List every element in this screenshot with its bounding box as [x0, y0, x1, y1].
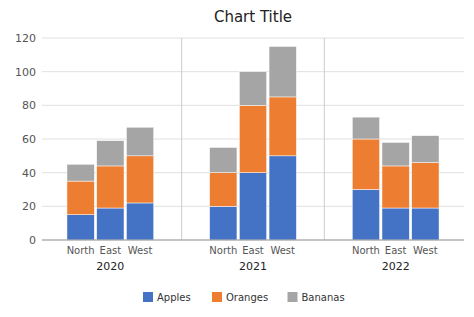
y-tick-label: 100 — [15, 66, 36, 79]
bar-segment — [239, 72, 266, 106]
x-tick-label: East — [100, 245, 122, 256]
bar-segment — [412, 136, 439, 163]
x-axis — [42, 240, 464, 241]
bar-segment — [352, 139, 379, 190]
bar-segment — [382, 208, 409, 240]
bar-segment — [67, 181, 94, 215]
bar-segment — [239, 173, 266, 240]
x-tick-label: West — [128, 245, 153, 256]
legend-label: Bananas — [302, 292, 345, 303]
bar-segment — [126, 203, 153, 240]
bar-segment — [269, 46, 296, 97]
legend-label: Apples — [157, 292, 191, 303]
y-tick-label: 60 — [22, 133, 36, 146]
bar-segment — [210, 147, 237, 172]
y-tick-label: 0 — [29, 234, 36, 247]
chart: Chart Title 0 20 40 60 80 100 120 North East West N… — [0, 0, 474, 317]
y-tick-label: 20 — [22, 200, 36, 213]
bar-segment — [67, 164, 94, 181]
bar-segment — [210, 206, 237, 240]
grid-line — [42, 38, 464, 39]
bar-segment — [269, 97, 296, 156]
group-separator — [324, 38, 325, 240]
bar-segment — [352, 190, 379, 241]
legend-label: Oranges — [226, 292, 268, 303]
bar-segment — [382, 142, 409, 166]
bars — [67, 46, 439, 240]
bar-segment — [239, 105, 266, 172]
x-tick-label: West — [270, 245, 295, 256]
x-tick-label: North — [67, 245, 95, 256]
x-tick-label: East — [242, 245, 264, 256]
grid-line — [42, 240, 464, 241]
x-tick-label: North — [209, 245, 237, 256]
legend-swatch — [288, 292, 298, 302]
bar-segment — [412, 208, 439, 240]
legend: Apples Oranges Bananas — [143, 292, 345, 303]
x-tick-label: North — [352, 245, 380, 256]
group-separator — [181, 38, 182, 240]
bar-segment — [210, 173, 237, 207]
bar-segment — [126, 156, 153, 203]
group-label: 2022 — [382, 260, 410, 273]
bar-segment — [97, 141, 124, 166]
x-tick-label: East — [385, 245, 407, 256]
bar-segment — [412, 163, 439, 208]
legend-swatch — [143, 292, 153, 302]
bar-segment — [126, 127, 153, 156]
bar-segment — [382, 166, 409, 208]
bar-segment — [67, 215, 94, 240]
x-tick-label: West — [413, 245, 438, 256]
group-label: 2021 — [239, 260, 267, 273]
bar-segment — [97, 166, 124, 208]
y-tick-label: 40 — [22, 167, 36, 180]
bar-segment — [97, 208, 124, 240]
title: Chart Title — [214, 8, 292, 26]
bar-segment — [352, 117, 379, 139]
bar-segment — [269, 156, 296, 240]
legend-swatch — [212, 292, 222, 302]
y-tick-label: 120 — [15, 32, 36, 45]
group-label: 2020 — [96, 260, 124, 273]
y-tick-label: 80 — [22, 99, 36, 112]
